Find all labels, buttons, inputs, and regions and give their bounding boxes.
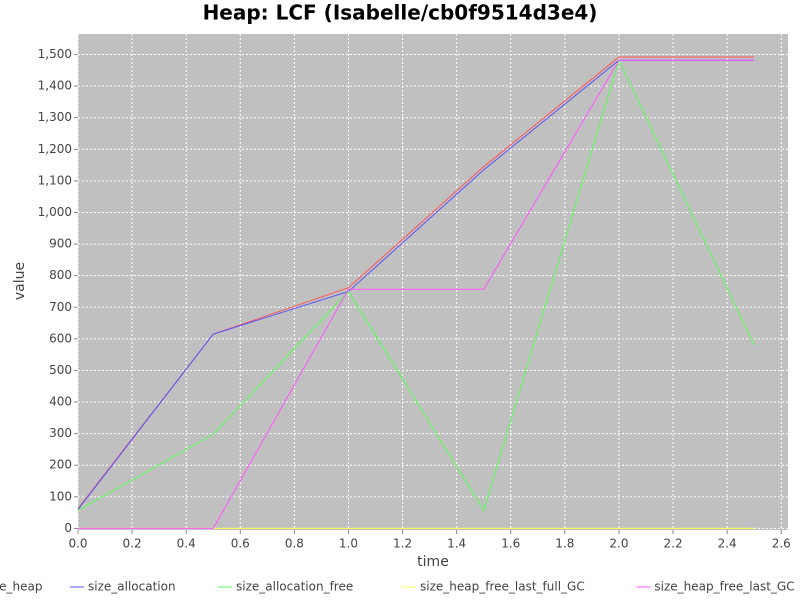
x-tick-label: 0.4: [177, 537, 196, 551]
legend-label: size_allocation: [88, 580, 176, 594]
x-axis-label: time: [417, 554, 449, 570]
x-tick-label: 2.2: [664, 537, 683, 551]
x-tick-label: 0.6: [231, 537, 250, 551]
y-tick-label: 1,200: [38, 142, 72, 156]
series-line: [77, 58, 755, 512]
x-tick-label: 1.2: [393, 537, 412, 551]
y-tick-label: 1,000: [38, 205, 72, 219]
y-tick-label: 100: [49, 489, 72, 503]
y-tick-label: 0: [64, 521, 72, 535]
x-tick-label: 0.8: [285, 537, 304, 551]
legend-label: size_allocation_free: [236, 580, 353, 594]
legend-label: size_heap_free_last_GC: [654, 580, 794, 594]
x-tick-label: 0.0: [68, 537, 87, 551]
x-tick-label: 2.0: [609, 537, 628, 551]
x-tick-label: 1.4: [447, 537, 466, 551]
y-axis-label: value: [12, 262, 28, 300]
x-tick-label: 1.6: [501, 537, 520, 551]
x-tick-label: 1.0: [339, 537, 358, 551]
y-tick-label: 900: [49, 237, 72, 251]
y-tick-label: 200: [49, 458, 72, 472]
x-tick-label: 0.2: [123, 537, 142, 551]
plot-area: [78, 34, 788, 530]
x-tick-label: 2.4: [718, 537, 737, 551]
legend-label: size_heap: [0, 580, 42, 594]
chart-title: Heap: LCF (Isabelle/cb0f9514d3e4): [203, 1, 598, 25]
y-tick-label: 700: [49, 300, 72, 314]
y-tick-label: 1,300: [38, 110, 72, 124]
x-tick-label: 2.6: [772, 537, 791, 551]
y-tick-label: 1,500: [38, 47, 72, 61]
series-line: [78, 59, 755, 529]
y-tick-label: 800: [49, 268, 72, 282]
y-tick-label: 600: [49, 331, 72, 345]
legend-label: size_heap_free_last_full_GC: [420, 580, 585, 594]
y-tick-label: 400: [49, 395, 72, 409]
y-tick-label: 1,400: [38, 79, 72, 93]
y-tick-label: 300: [49, 426, 72, 440]
x-tick-label: 1.8: [555, 537, 574, 551]
y-tick-label: 500: [49, 363, 72, 377]
y-tick-label: 1,100: [38, 173, 72, 187]
